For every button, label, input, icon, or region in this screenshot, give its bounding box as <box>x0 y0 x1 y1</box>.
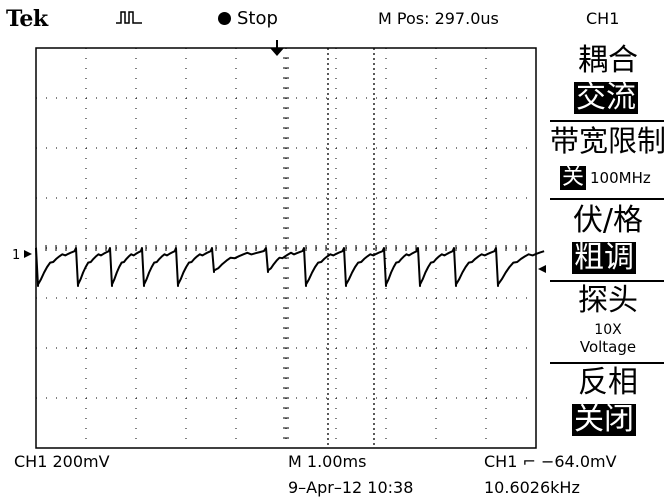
probe-type[interactable]: Voltage <box>579 338 637 356</box>
probe-title: 探头 <box>578 283 638 318</box>
ch1-marker-label: 1 <box>12 248 20 263</box>
ch1-ground-marker: 1 <box>12 248 32 263</box>
bandwidth-limit-title: 带宽限制 <box>549 124 666 158</box>
coupling-title: 耦合 <box>578 43 638 78</box>
ch1-waveform-trace <box>35 247 545 287</box>
m-position: M Pos: 297.0us <box>378 9 499 28</box>
trigger-readout: CH1 ⌐ −64.0mV <box>484 452 617 471</box>
coupling-value[interactable]: 交流 <box>574 80 638 115</box>
trigger-position-marker <box>270 40 284 56</box>
invert-title: 反相 <box>578 365 638 400</box>
trigger-level-marker <box>538 265 546 273</box>
graticule-display: 1 <box>12 40 546 449</box>
probe-multiplier[interactable]: 10X <box>594 322 622 338</box>
run-state-label: Stop <box>237 8 278 29</box>
bandwidth-limit-value: 100MHz <box>590 169 651 187</box>
date-time-readout: 9–Apr–12 10:38 <box>288 478 414 497</box>
trigger-pulse-icon <box>116 11 142 24</box>
volts-div-value[interactable]: 粗调 <box>572 240 636 275</box>
volts-div-title: 伏/格 <box>572 203 644 238</box>
stop-dot-icon <box>218 12 231 25</box>
channel-selected: CH1 <box>586 9 620 28</box>
run-state[interactable]: Stop <box>218 8 278 29</box>
invert-value[interactable]: 关闭 <box>572 402 636 437</box>
channel-side-menu: 耦合 交流 带宽限制 关 100MHz 伏/格 粗调 探头 10X Voltag… <box>548 40 668 465</box>
status-bar: Tek Stop M Pos: 297.0us CH1 <box>0 0 668 32</box>
brand-logo: Tek <box>6 6 48 32</box>
time-scale-readout: M 1.00ms <box>288 452 367 471</box>
ch1-scale-readout: CH1 200mV <box>14 452 110 471</box>
graticule-grid <box>35 47 537 449</box>
bandwidth-limit-state[interactable]: 关 <box>560 165 587 190</box>
frequency-readout: 10.6026kHz <box>484 478 580 497</box>
